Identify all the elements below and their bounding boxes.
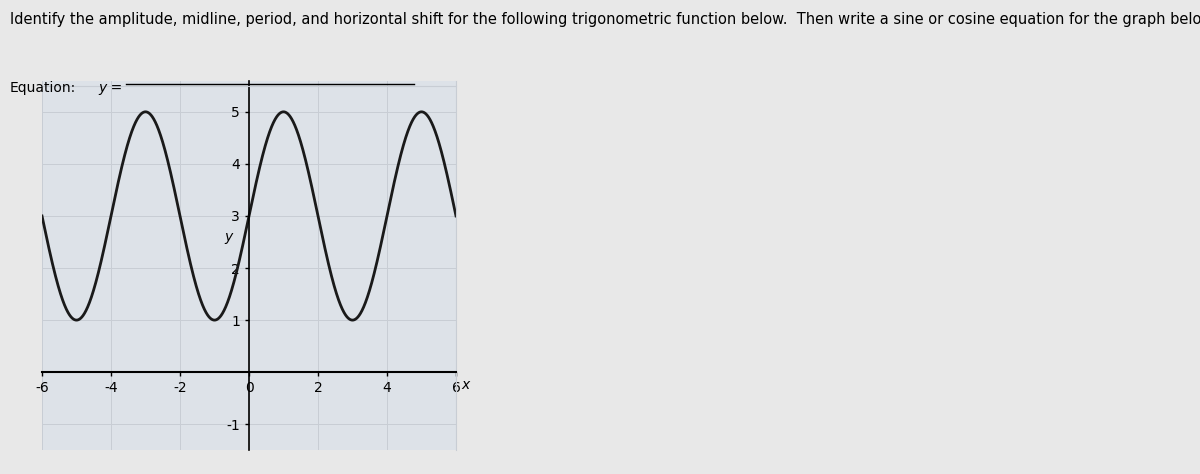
Text: Equation:: Equation: <box>10 81 76 95</box>
Text: Identify the amplitude, midline, period, and horizontal shift for the following : Identify the amplitude, midline, period,… <box>10 12 1200 27</box>
Text: x: x <box>461 378 469 392</box>
Text: y: y <box>224 230 233 244</box>
Text: y =: y = <box>98 81 122 95</box>
